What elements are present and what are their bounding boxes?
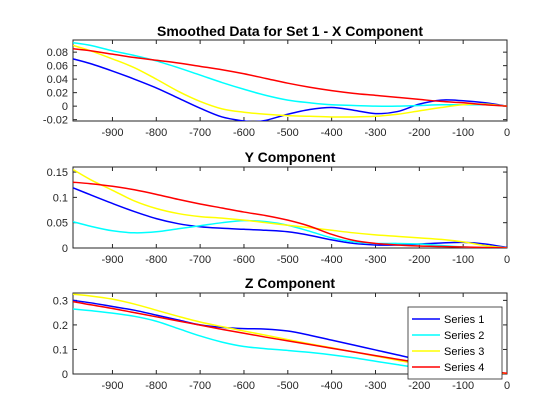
x-component-xtick-label: -500 <box>277 127 299 139</box>
z-component-ytick-label: 0 <box>62 369 68 381</box>
z-component-ticks: -900 -800 -700 -600 -500 -400 -300 -200 -100 0 0 0.… <box>53 293 510 392</box>
x-component-xtick-label: -900 <box>101 127 123 139</box>
x-component-xtick-label: -200 <box>408 127 430 139</box>
x-component-ytick-label: 0.08 <box>47 47 68 59</box>
y-component-xtick-label: -800 <box>145 254 167 266</box>
x-component-xtick-label: 0 <box>504 127 510 139</box>
y-component-xtick-label: -300 <box>364 254 386 266</box>
z-component-title: Z Component <box>245 275 336 291</box>
x-component-title: Smoothed Data for Set 1 - X Component <box>157 23 423 39</box>
x-component-xtick-label: -600 <box>233 127 255 139</box>
y-component-series-4-line <box>73 181 507 248</box>
y-component-axes: Y Component -900 -800 -700 -600 -500 -400 -300… <box>47 149 510 266</box>
legend-label-series-4: Series 4 <box>444 362 484 374</box>
y-component-ytick-label: 0.05 <box>47 218 68 230</box>
y-component-xtick-label: -200 <box>408 254 430 266</box>
x-component-xtick-label: -800 <box>145 127 167 139</box>
x-component-axes: Smoothed Data for Set 1 - X Component -9… <box>43 23 510 139</box>
z-component-xtick-label: 0 <box>504 380 510 392</box>
y-component-series-3-line <box>73 168 507 248</box>
x-component-ytick-label: 0 <box>62 101 68 113</box>
x-component-xtick-label: -400 <box>321 127 343 139</box>
legend-label-series-1: Series 1 <box>444 314 484 326</box>
z-component-xtick-label: -100 <box>452 380 474 392</box>
y-component-xtick-label: -400 <box>321 254 343 266</box>
y-component-xtick-label: -100 <box>452 254 474 266</box>
z-component-xtick-label: -900 <box>101 380 123 392</box>
z-component-ytick-label: 0.2 <box>53 320 68 332</box>
legend-entries: Series 1 Series 2 Series 3 Series 4 <box>412 314 484 374</box>
x-component-ticks: -900 -800 -700 -600 -500 -400 -300 -200 -100 0 -0.… <box>43 40 510 139</box>
y-component-ytick-label: 0.15 <box>47 167 68 179</box>
x-component-series-3-line <box>73 44 507 118</box>
y-component-ytick-label: 0 <box>62 243 68 255</box>
y-component-xtick-label: -500 <box>277 254 299 266</box>
x-component-ytick-label: 0.04 <box>47 74 68 86</box>
y-component-xtick-label: -600 <box>233 254 255 266</box>
z-component-xtick-label: -400 <box>321 380 343 392</box>
y-component-series-1-line <box>73 187 507 248</box>
x-component-lines <box>73 41 507 121</box>
x-component-ytick-label: 0.06 <box>47 61 68 73</box>
y-component-ticks: -900 -800 -700 -600 -500 -400 -300 -200 -100 0 0 0.… <box>47 167 510 266</box>
x-component-ytick-label: -0.02 <box>43 115 68 127</box>
legend: Series 1 Series 2 Series 3 Series 4 <box>407 306 503 380</box>
y-component-xtick-label: -900 <box>101 254 123 266</box>
z-component-ytick-label: 0.1 <box>53 344 68 356</box>
legend-label-series-2: Series 2 <box>444 330 484 342</box>
y-component-ytick-label: 0.1 <box>53 192 68 204</box>
y-component-title: Y Component <box>245 149 336 165</box>
z-component-ytick-label: 0.3 <box>53 295 68 307</box>
x-component-ytick-label: 0.02 <box>47 88 68 100</box>
x-component-xtick-label: -100 <box>452 127 474 139</box>
y-component-lines <box>73 168 507 248</box>
x-component-xtick-label: -700 <box>189 127 211 139</box>
z-component-xtick-label: -200 <box>408 380 430 392</box>
x-component-xtick-label: -300 <box>364 127 386 139</box>
x-component-series-1-line <box>73 58 507 121</box>
y-component-xtick-label: -700 <box>189 254 211 266</box>
z-component-xtick-label: -700 <box>189 380 211 392</box>
x-component-plot-area <box>72 39 508 122</box>
z-component-xtick-label: -800 <box>145 380 167 392</box>
z-component-xtick-label: -600 <box>233 380 255 392</box>
y-component-xtick-label: 0 <box>504 254 510 266</box>
legend-label-series-3: Series 3 <box>444 346 484 358</box>
z-component-xtick-label: -300 <box>364 380 386 392</box>
z-component-xtick-label: -500 <box>277 380 299 392</box>
x-component-series-4-line <box>73 48 507 107</box>
y-component-plot-area <box>72 166 508 249</box>
x-component-series-2-line <box>73 41 507 107</box>
